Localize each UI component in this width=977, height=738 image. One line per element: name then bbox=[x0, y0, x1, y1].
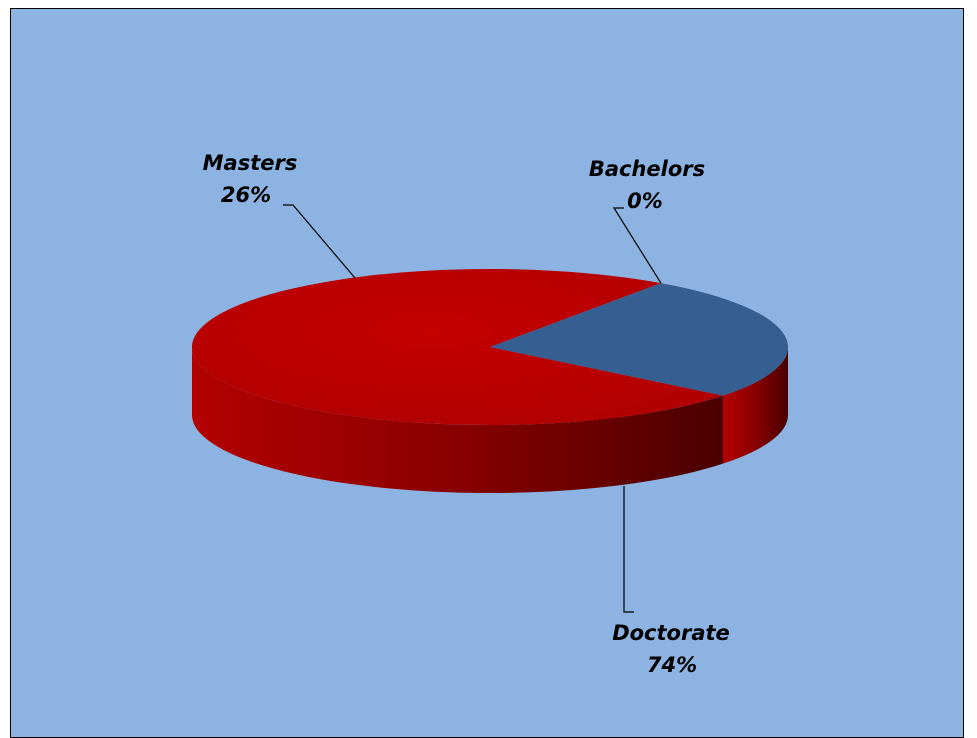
data-label-percent-bachelors: 0% bbox=[627, 189, 663, 213]
data-label-doctorate: Doctorate bbox=[612, 621, 730, 645]
slice-side-doctorate bbox=[192, 347, 723, 493]
leader-line-doctorate bbox=[623, 486, 634, 613]
data-label-bachelors: Bachelors bbox=[589, 157, 705, 181]
leader-line-masters bbox=[283, 204, 356, 279]
data-label-percent-doctorate: 74% bbox=[647, 653, 697, 677]
slice-doctorate bbox=[191, 269, 723, 425]
data-label-masters: Masters bbox=[203, 151, 298, 175]
slice-masters bbox=[490, 283, 788, 396]
data-label-percent-masters: 26% bbox=[221, 183, 271, 207]
leader-line-bachelors bbox=[612, 207, 662, 284]
slice-side-masters bbox=[722, 347, 788, 464]
